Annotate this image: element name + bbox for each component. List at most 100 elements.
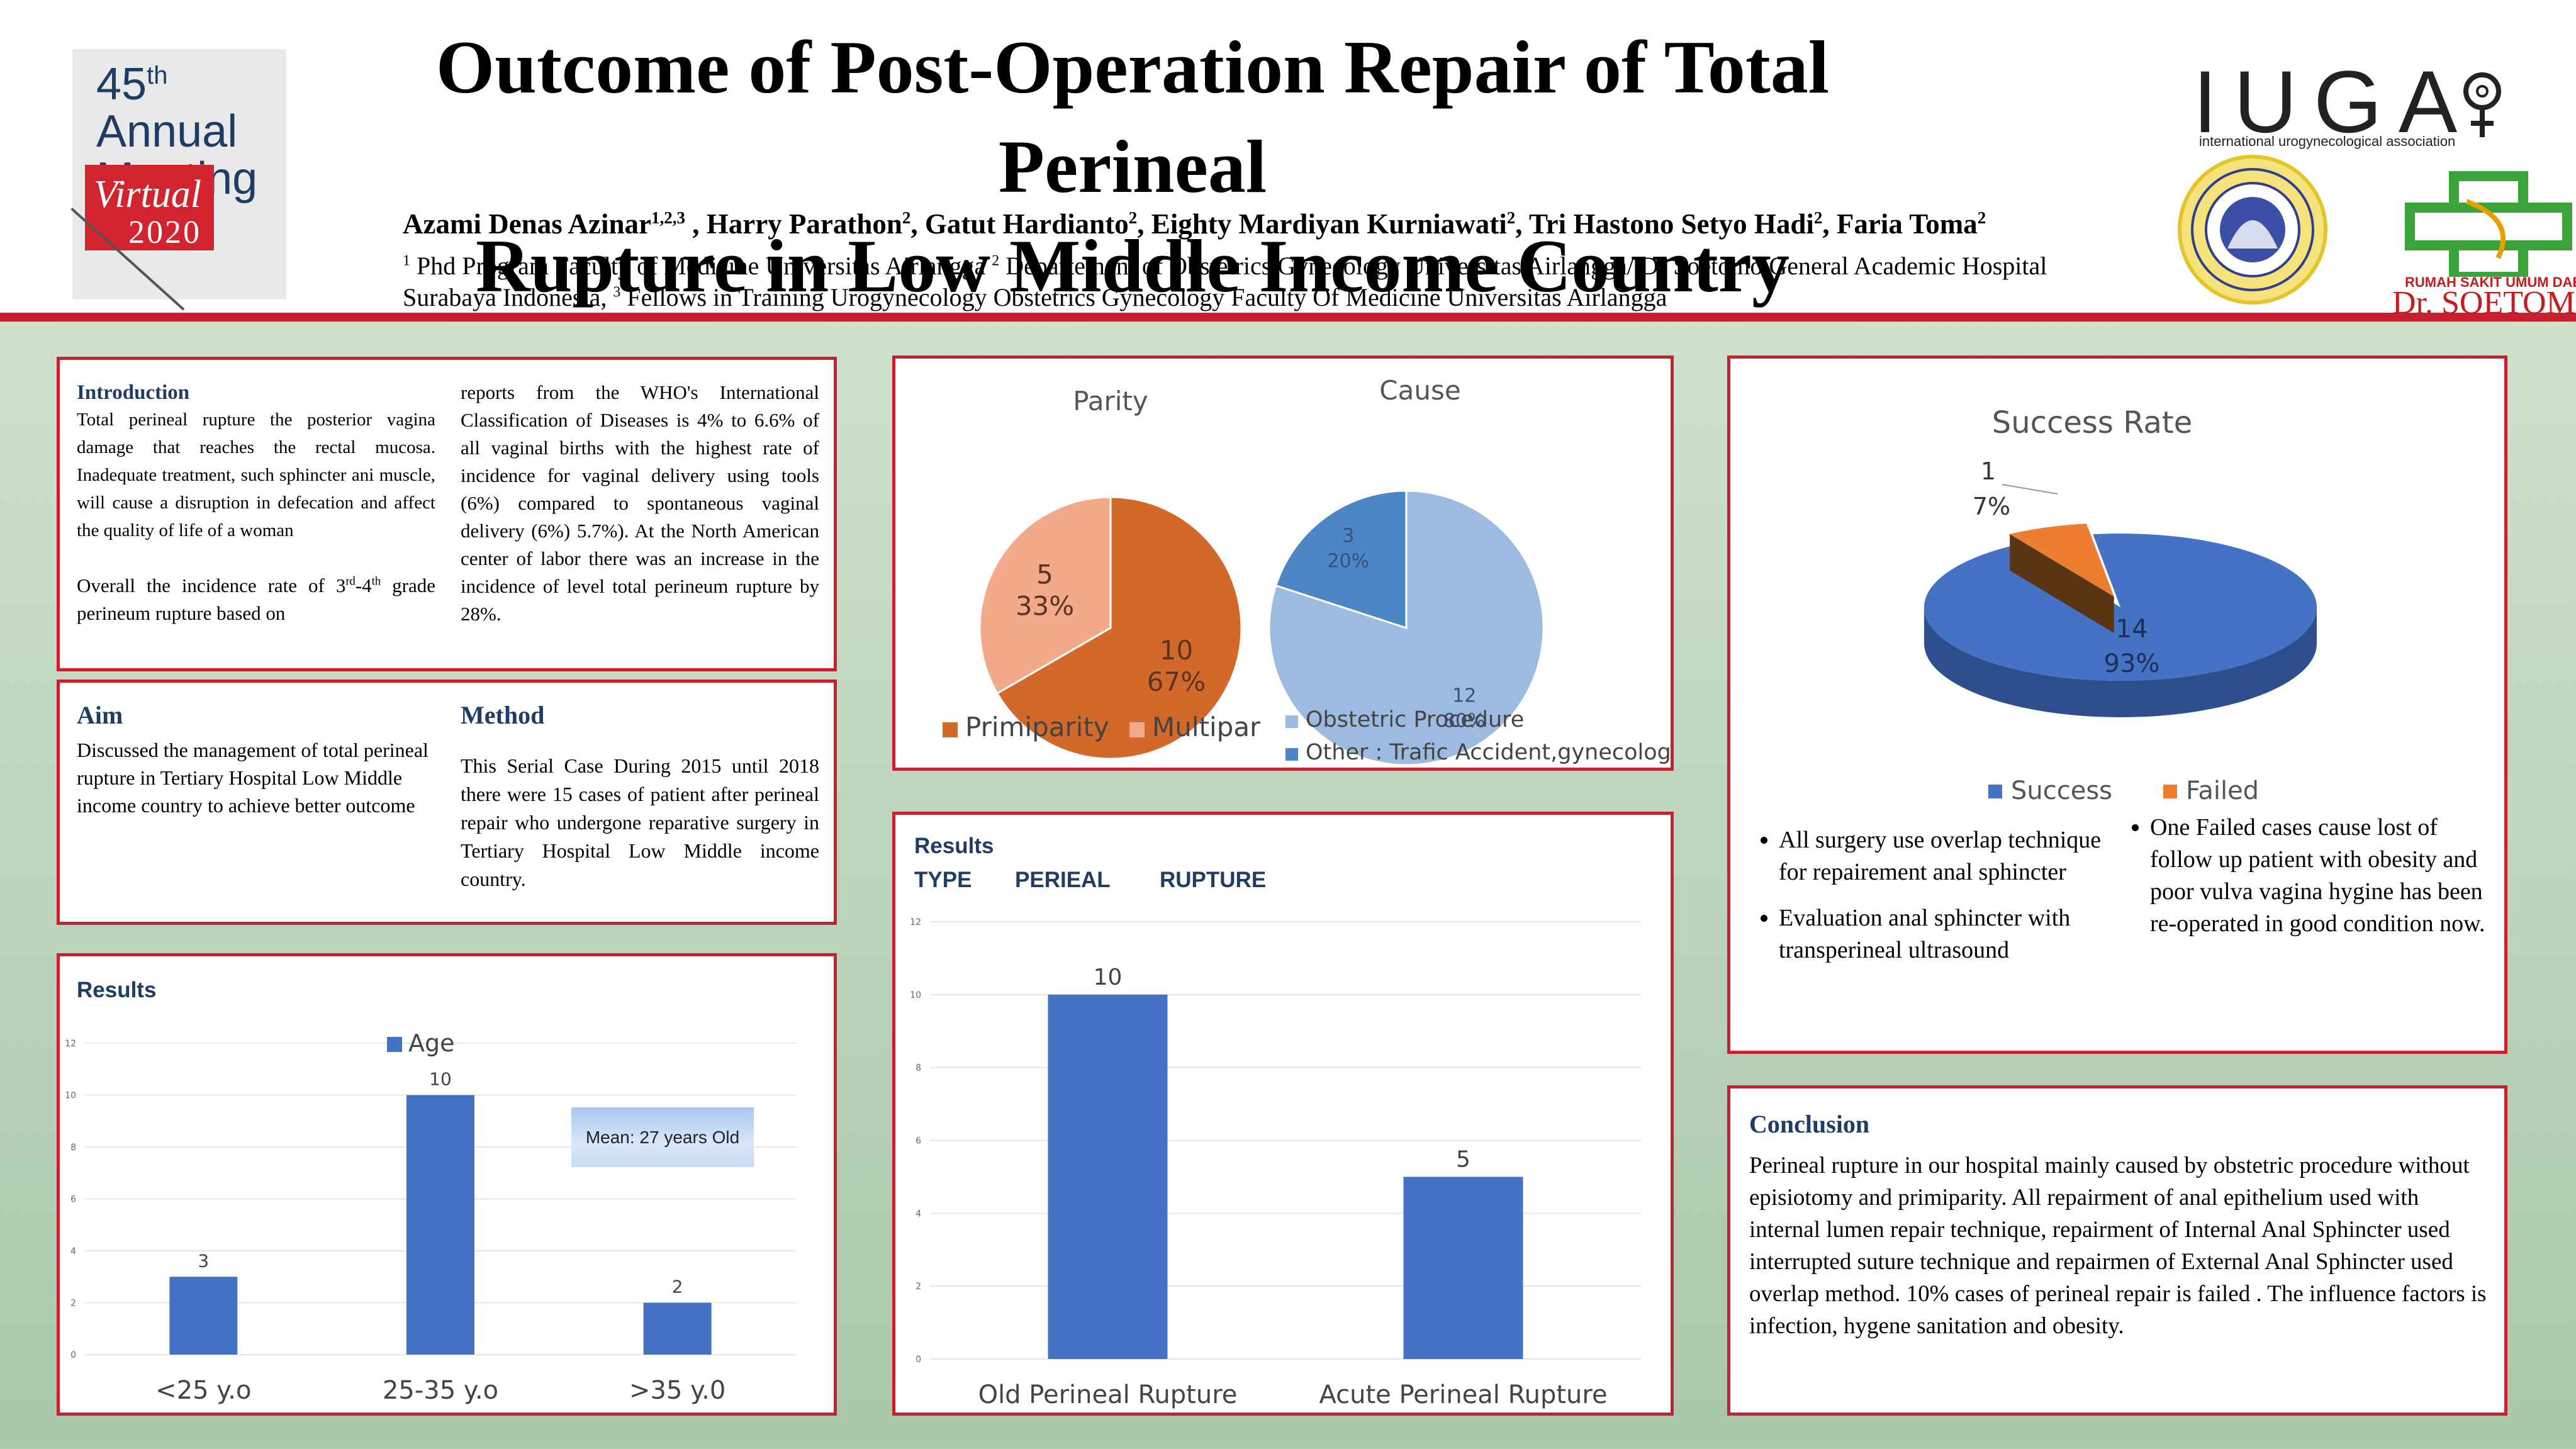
type-bar-chart: 0 2 4 6 8 10 12 10 Old Perineal Rupture 5 Acute Pe…: [910, 917, 1641, 1409]
author-name: Azami Denas Azinar: [403, 208, 651, 240]
data-label: 33%: [1016, 590, 1074, 621]
legend-label: Failed: [2186, 776, 2259, 805]
bar-value-label: 10: [429, 1069, 452, 1090]
meeting-line-annual: Annual: [96, 106, 238, 157]
legend-swatch: [943, 722, 958, 737]
y-tick-label: 6: [70, 1195, 76, 1205]
y-tick-label: 6: [916, 1136, 921, 1146]
legend-swatch: [1285, 748, 1298, 761]
data-label: 93%: [2104, 649, 2160, 678]
aim-method-panel: Aim Discussed the management of total pe…: [57, 680, 837, 925]
data-label: 1: [1981, 457, 1996, 485]
data-label: 5: [1036, 559, 1053, 590]
conclusion-text: Perineal rupture in our hospital mainly …: [1749, 1153, 2487, 1339]
hospital-logo-icon: [2405, 171, 2572, 277]
bar-old-perineal-rupture: [1048, 994, 1168, 1359]
chart-title: Cause: [1379, 375, 1460, 406]
y-tick-label: 10: [65, 1091, 76, 1101]
success-rate-panel: Success Rate 14 93% 1 7% Success Failed All su…: [1727, 355, 2507, 1054]
chart-title: Parity: [1073, 386, 1148, 417]
age-bar-chart: 0 2 4 6 8 10 12 3 <25 y.o 10 25-35 y.o 2 >35 y.0 Age: [65, 1029, 796, 1405]
x-category-label: 25-35 y.o: [383, 1376, 498, 1405]
legend-label: Primiparity: [965, 712, 1109, 742]
legend-label: Success: [2011, 776, 2112, 805]
data-label: 12: [1452, 685, 1476, 707]
method-heading: Method: [461, 701, 545, 729]
finding-item: Evaluation anal sphincter with transperi…: [1779, 902, 2130, 966]
meeting-ordinal: 45th: [96, 59, 168, 109]
aim-heading: Aim: [77, 701, 123, 729]
y-tick-label: 0: [70, 1350, 76, 1360]
type-subheading-1: TYPE: [914, 868, 972, 892]
legend-label: Obstetric Procedure: [1306, 707, 1524, 732]
author-name: , Gatut Hardianto: [910, 208, 1129, 240]
leader-line: [2002, 484, 2058, 495]
bar-25-35-y-o: [406, 1095, 474, 1355]
meeting-year: 2020: [128, 215, 201, 250]
x-category-label: <25 y.o: [155, 1376, 251, 1405]
conclusion-panel: Conclusion Perineal rupture in our hospi…: [1727, 1085, 2507, 1416]
data-label: 10: [1160, 635, 1193, 666]
legend-label: Age: [408, 1029, 455, 1057]
method-text: This Serial Case During 2015 until 2018 …: [461, 754, 819, 890]
title-line-1: Outcome of Post-Operation Repair of Tota…: [435, 25, 1830, 208]
data-label: 80%: [1443, 710, 1486, 732]
y-tick-label: 4: [70, 1246, 76, 1256]
bar-25-y-o: [169, 1277, 238, 1355]
bar-acute-perineal-rupture: [1403, 1177, 1523, 1359]
legend-swatch: [387, 1037, 402, 1052]
affiliations: 1 Phd Program Faculty of Medicine Univer…: [403, 252, 2047, 311]
legend-label: Multipar: [1152, 712, 1260, 742]
hospital-name: Dr. SOETOMO: [2392, 285, 2576, 321]
legend-swatch: [1988, 785, 2002, 798]
title-line-2: Rupture in Low Middle Income Country: [476, 224, 1789, 308]
legend-swatch: [2163, 785, 2177, 798]
legend-label: Other : Trafic Accident,gynecology: [1306, 740, 1671, 765]
x-category-label: Acute Perineal Rupture: [1319, 1380, 1607, 1409]
y-tick-label: 2: [916, 1282, 921, 1292]
pie-slice-other-trafic-accident-gynecology: [1274, 490, 1408, 630]
y-tick-label: 0: [916, 1355, 921, 1365]
virtual-badge: Virtual 2020: [85, 165, 214, 250]
author-name: , Tri Hastono Setyo Hadi: [1515, 208, 1814, 240]
introduction-para-2: Overall the incidence rate of 3rd-4th gr…: [77, 574, 435, 624]
introduction-para-1: Total perineal rupture the posterior vag…: [77, 410, 435, 540]
x-category-label: >35 y.0: [629, 1376, 725, 1405]
legend-swatch: [1285, 715, 1298, 728]
y-tick-label: 12: [65, 1039, 76, 1049]
cause-pie-chart: Cause 12 80% 3 20% Obstetric Procedure Other :…: [1268, 375, 1671, 766]
y-tick-label: 4: [916, 1209, 921, 1219]
legend-swatch: [1129, 722, 1145, 737]
pie-side: [2010, 534, 2114, 634]
university-seal-icon: [2178, 155, 2327, 305]
type-subheading-3: RUPTURE: [1160, 868, 1267, 892]
mean-age-label: Mean: 27 years Old: [571, 1107, 754, 1167]
bar-35-y-0: [643, 1302, 712, 1355]
introduction-panel: Introduction Total perineal rupture the …: [57, 357, 837, 671]
iuga-logo-subtitle: international urogynecological associati…: [2199, 133, 2456, 149]
bar-value-label: 10: [1094, 965, 1123, 990]
findings-left: All surgery use overlap technique for re…: [1752, 824, 2130, 980]
pie-slice-failed: [2010, 523, 2114, 597]
data-label: 67%: [1147, 666, 1206, 697]
finding-item: All surgery use overlap technique for re…: [1779, 824, 2130, 888]
aim-text: Discussed the management of total perine…: [77, 739, 428, 817]
data-label: 20%: [1327, 551, 1369, 573]
y-tick-label: 2: [70, 1299, 76, 1309]
conclusion-heading: Conclusion: [1749, 1110, 1870, 1138]
results-age-heading: Results: [77, 978, 157, 1002]
introduction-col2: reports from the WHO's International Cla…: [461, 381, 819, 625]
venus-symbol-icon: [2463, 72, 2501, 137]
data-label: 3: [1342, 525, 1354, 547]
pie-slice-multipar: [978, 496, 1112, 695]
pie-side: [1924, 607, 2317, 717]
virtual-label: Virtual: [93, 173, 201, 216]
x-category-label: Old Perineal Rupture: [978, 1380, 1238, 1409]
y-tick-label: 10: [910, 990, 921, 1000]
pie-slice-primiparity: [995, 496, 1243, 760]
iuga-logo: IUGA: [2193, 52, 2474, 151]
hospital-caption: RUMAH SAKIT UMUM DAERAH: [2405, 274, 2576, 290]
results-type-heading: Results: [914, 834, 994, 858]
header-divider: [0, 313, 2576, 322]
